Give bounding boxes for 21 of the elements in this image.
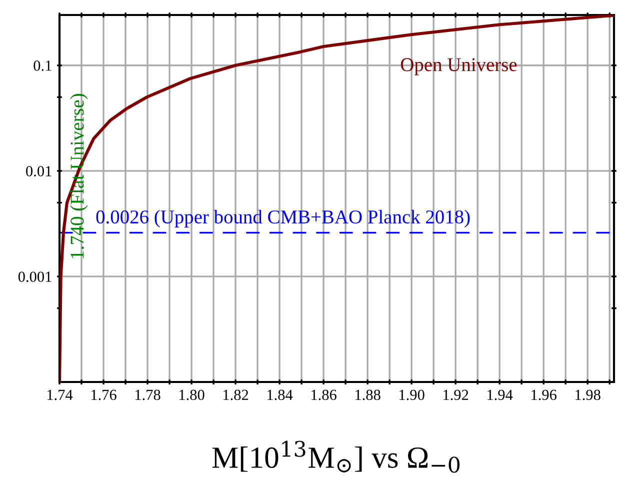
y-tick-label: 0.01 [26,166,52,176]
x-axis-title: M[10$^{13}$M$_{⊙}$] vs Ω$_{−0}$ [212,440,460,473]
x-tick-label: 1.74 [47,390,73,400]
x-tick-label: 1.90 [400,390,424,400]
x-tick-label: 1.82 [224,390,248,400]
annotation: 1.740 (Flat Universe) [70,94,88,258]
y-tick-label: 0.001 [18,272,52,282]
x-tick-label: 1.78 [135,390,160,400]
annotation: Open Universe [400,58,517,76]
y-tick-label: 0.1 [34,60,52,71]
x-tick-label: 1.98 [576,390,600,400]
x-tick-label: 1.84 [268,390,293,400]
x-tick-label: 1.96 [532,390,556,400]
line-series [60,15,614,382]
x-tick-label: 1.92 [444,390,468,400]
ref-line-label: 0.0026 (Upper bound CMB+BAO Planck 2018) [96,210,470,228]
x-tick-label: 1.86 [312,390,336,400]
x-tick-label: 1.88 [356,390,380,400]
x-tick-label: 1.80 [180,390,204,400]
x-tick-label: 1.94 [488,390,513,400]
x-tick-label: 1.76 [91,390,116,400]
